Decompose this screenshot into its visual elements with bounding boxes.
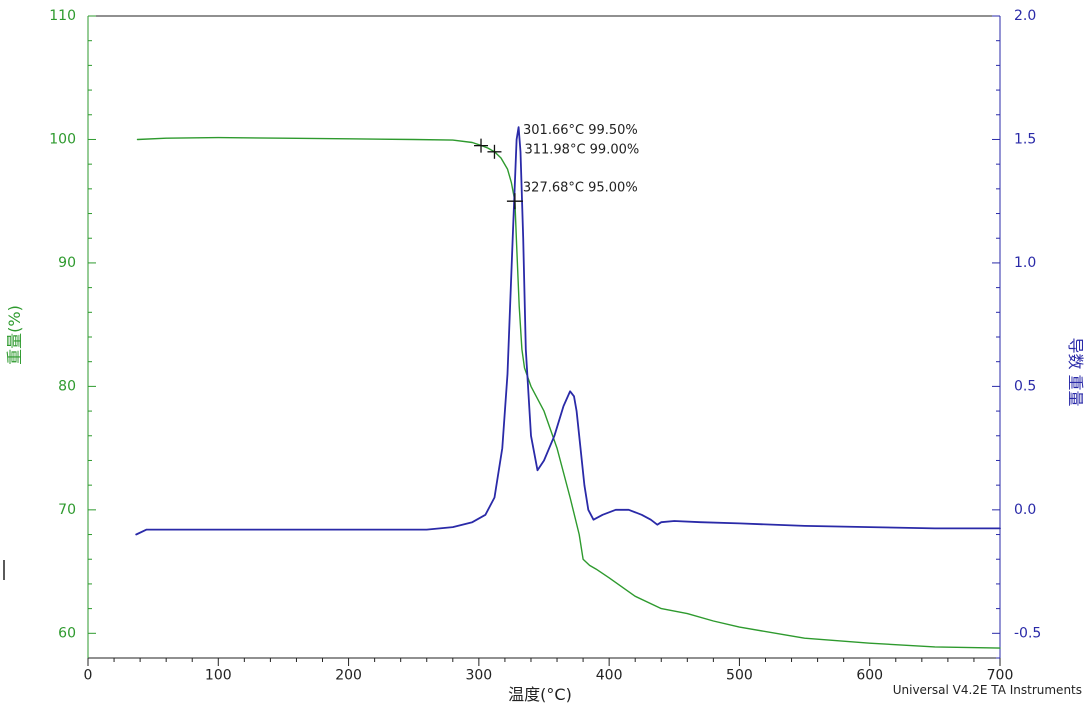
y-left-tick-label: 100 bbox=[49, 131, 76, 147]
y-right-tick-label: -0.5 bbox=[1014, 625, 1041, 641]
x-tick-label: 600 bbox=[856, 668, 883, 684]
weight-percent-line bbox=[136, 136, 1001, 649]
y-right-tick-label: 1.5 bbox=[1014, 131, 1036, 147]
x-tick-label: 100 bbox=[205, 668, 232, 684]
y-right-axis-label: 导数 重量 bbox=[1066, 337, 1085, 406]
y-left-tick-label: 70 bbox=[58, 502, 76, 518]
marker-annotation: 311.98°C 99.00% bbox=[524, 142, 639, 157]
y-right-tick-label: 0.0 bbox=[1014, 502, 1036, 518]
series-layer bbox=[135, 126, 1001, 649]
y-left-tick-label: 80 bbox=[58, 378, 76, 394]
marker-annotation: 301.66°C 99.50% bbox=[523, 123, 638, 138]
instrument-footer: Universal V4.2E TA Instruments bbox=[893, 683, 1082, 697]
plot-frame bbox=[87, 15, 1001, 659]
y-right-tick-label: 0.5 bbox=[1014, 378, 1036, 394]
y-left-axis-label: 重量(%) bbox=[5, 305, 24, 365]
y-right-tick-label: 2.0 bbox=[1014, 8, 1036, 24]
y-right-tick-label: 1.0 bbox=[1014, 255, 1036, 271]
x-tick-label: 700 bbox=[987, 668, 1014, 684]
y-left-tick-label: 110 bbox=[49, 8, 76, 24]
y-left-tick-label: 60 bbox=[58, 625, 76, 641]
x-tick-label: 500 bbox=[726, 668, 753, 684]
axis-ticks: 0 100 200 300 400 500 600 700 110 100 90 80 70 60 2.0 1… bbox=[49, 8, 1041, 684]
x-tick-label: 400 bbox=[596, 668, 623, 684]
x-axis-label: 温度(°C) bbox=[508, 685, 572, 704]
marker-annotation: 327.68°C 95.00% bbox=[523, 181, 638, 196]
x-tick-label: 0 bbox=[84, 668, 93, 684]
x-tick-label: 300 bbox=[465, 668, 492, 684]
y-left-tick-label: 90 bbox=[58, 255, 76, 271]
marker-layer: 301.66°C 99.50% 311.98°C 99.00% 327.68°C 9… bbox=[474, 123, 639, 210]
x-tick-label: 200 bbox=[335, 668, 362, 684]
derivative-weight-line bbox=[135, 126, 1001, 536]
